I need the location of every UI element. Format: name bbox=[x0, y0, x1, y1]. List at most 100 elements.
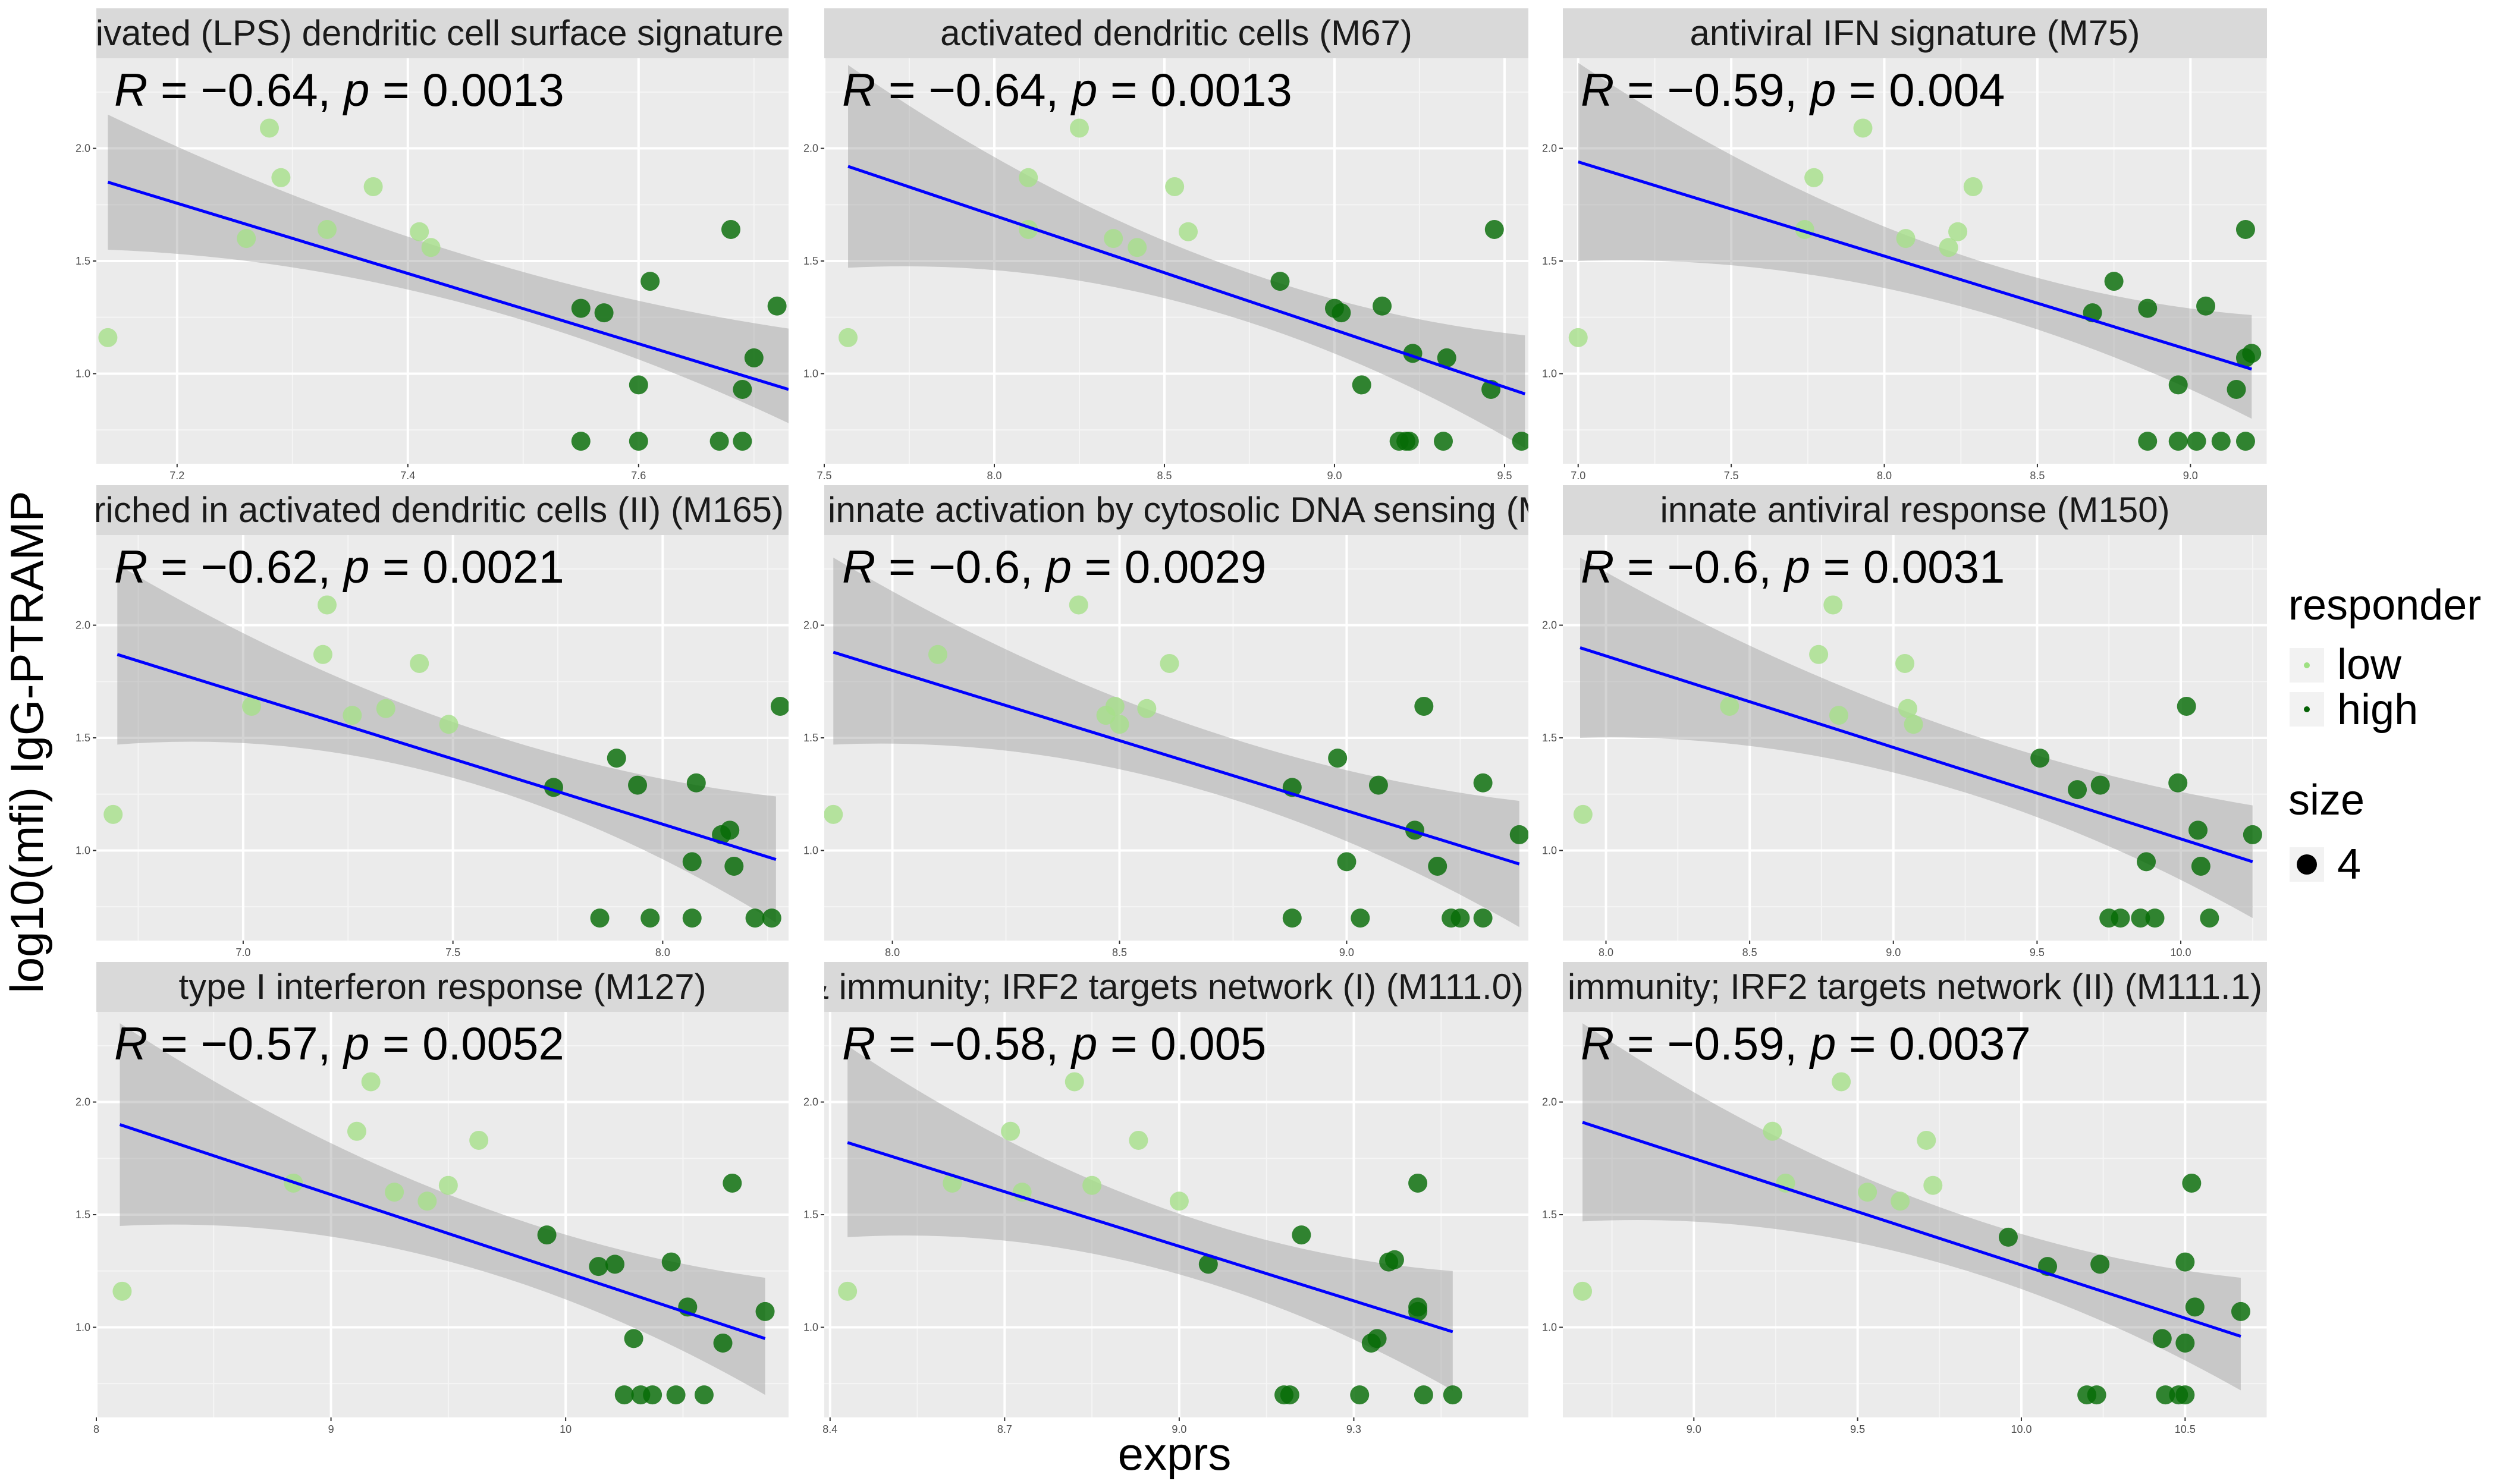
y-tick-label: 1.5 bbox=[76, 255, 90, 267]
regression-line bbox=[847, 1141, 1453, 1334]
facet-panel: innate activation by cytosolic DNA sensi… bbox=[803, 485, 1528, 958]
regression-line bbox=[1580, 646, 2253, 863]
correlation-annotation: R = −0.59, p = 0.004 bbox=[1581, 64, 2005, 116]
facet-strip bbox=[824, 962, 1528, 1012]
y-tick-label: 1.0 bbox=[803, 1321, 818, 1333]
data-point-low bbox=[1898, 699, 1917, 718]
data-point-low bbox=[1069, 118, 1089, 138]
data-point-high bbox=[2137, 852, 2156, 872]
confidence-band bbox=[1582, 1023, 2241, 1391]
data-point-high bbox=[2191, 856, 2210, 876]
x-tick-label: 8.4 bbox=[822, 1423, 837, 1435]
data-point-high bbox=[607, 749, 626, 768]
data-point-low bbox=[1720, 696, 1739, 716]
data-point-low bbox=[1573, 1281, 1593, 1301]
facet-strip bbox=[824, 8, 1528, 58]
correlation-annotation: R = −0.58, p = 0.005 bbox=[842, 1017, 1266, 1070]
data-point-low bbox=[421, 238, 441, 257]
correlation-annotation: R = −0.57, p = 0.0052 bbox=[114, 1017, 564, 1070]
confidence-band bbox=[108, 114, 789, 423]
data-point-low bbox=[112, 1281, 132, 1301]
data-point-high bbox=[624, 1329, 643, 1348]
data-point-high bbox=[686, 773, 706, 793]
data-point-high bbox=[1399, 432, 1419, 451]
data-point-high bbox=[770, 696, 789, 716]
facet-strip bbox=[1563, 962, 2267, 1012]
y-tick-label: 1.0 bbox=[1542, 844, 1557, 856]
data-point-low bbox=[1963, 177, 1983, 196]
data-point-high bbox=[589, 1257, 608, 1277]
data-point-high bbox=[594, 303, 614, 323]
data-point-high bbox=[629, 375, 648, 395]
data-point-high bbox=[2145, 908, 2165, 928]
data-point-low bbox=[1573, 804, 1593, 824]
facet-panel: activated (LPS) dendritic cell surface s… bbox=[76, 8, 809, 482]
data-point-high bbox=[1352, 375, 1371, 395]
data-point-low bbox=[1137, 699, 1157, 718]
data-point-high bbox=[1473, 908, 1493, 928]
data-point-low bbox=[1917, 1130, 1936, 1150]
x-tick-label: 8.5 bbox=[1112, 947, 1127, 958]
facet-strip-label: enriched in activated dendritic cells (I… bbox=[54, 490, 784, 530]
data-point-low bbox=[363, 177, 383, 196]
facet-strip-label: antiviral IFN signature (M75) bbox=[1690, 13, 2140, 53]
data-point-low bbox=[1110, 715, 1129, 734]
data-point-high bbox=[1998, 1227, 2018, 1247]
data-point-high bbox=[733, 432, 752, 451]
data-point-high bbox=[1350, 1385, 1370, 1405]
data-point-high bbox=[694, 1385, 714, 1405]
x-tick-label: 9.5 bbox=[2030, 947, 2045, 958]
data-point-high bbox=[1351, 908, 1370, 928]
x-tick-label: 9.0 bbox=[1886, 947, 1901, 958]
data-point-high bbox=[1280, 1385, 1299, 1405]
confidence-band bbox=[120, 1023, 765, 1395]
data-point-high bbox=[720, 820, 740, 840]
data-point-high bbox=[744, 348, 764, 367]
data-point-low bbox=[1001, 1121, 1020, 1141]
x-tick-label: 10 bbox=[560, 1423, 572, 1435]
data-point-high bbox=[790, 432, 809, 451]
y-tick-label: 1.0 bbox=[1542, 367, 1557, 379]
data-point-low bbox=[1853, 118, 1873, 138]
data-point-high bbox=[661, 1252, 681, 1272]
y-tick-label: 2.0 bbox=[76, 143, 90, 155]
data-point-high bbox=[2111, 908, 2130, 928]
x-tick-label: 10.0 bbox=[2011, 1423, 2031, 1435]
facet-panel: type I interferon response (M127) R = −0.… bbox=[76, 962, 789, 1435]
data-point-high bbox=[2068, 780, 2087, 800]
data-point-high bbox=[2090, 1255, 2110, 1274]
y-tick-label: 1.0 bbox=[803, 367, 818, 379]
data-point-high bbox=[1428, 856, 1447, 876]
x-tick-label: 7.2 bbox=[169, 470, 184, 482]
data-point-low bbox=[1804, 168, 1824, 187]
data-point-low bbox=[1069, 595, 1088, 615]
data-point-high bbox=[2138, 298, 2158, 318]
data-point-high bbox=[537, 1225, 557, 1245]
x-axis-title: exprs bbox=[1118, 1428, 1232, 1480]
data-point-low bbox=[343, 706, 362, 725]
facet-strip bbox=[1563, 8, 2267, 58]
y-tick-label: 1.0 bbox=[803, 844, 818, 856]
x-tick-label: 9.0 bbox=[2183, 470, 2198, 482]
data-point-low bbox=[1923, 1175, 1943, 1195]
x-tick-label: 8.0 bbox=[885, 947, 900, 958]
data-point-high bbox=[2196, 296, 2216, 316]
y-tick-label: 2.0 bbox=[76, 620, 90, 631]
correlation-annotation: R = −0.64, p = 0.0013 bbox=[114, 64, 564, 116]
legend-dot-high bbox=[2304, 706, 2310, 712]
y-tick-label: 1.5 bbox=[1542, 732, 1557, 744]
confidence-band bbox=[1580, 557, 2253, 919]
data-point-low bbox=[1128, 238, 1147, 257]
facet-strip-label: innate antiviral response (M150) bbox=[1660, 490, 2169, 530]
x-tick-label: 8.0 bbox=[987, 470, 1001, 482]
data-point-high bbox=[2243, 825, 2262, 844]
data-point-high bbox=[628, 775, 648, 795]
legend-label-size: 4 bbox=[2337, 841, 2361, 888]
data-point-high bbox=[682, 852, 702, 872]
legend-size-title: size bbox=[2288, 776, 2365, 824]
x-tick-label: 9.0 bbox=[1339, 947, 1354, 958]
data-point-low bbox=[1165, 177, 1185, 196]
data-point-low bbox=[1568, 328, 1588, 347]
facet-strip-label: activated dendritic cells (M67) bbox=[940, 13, 1412, 53]
